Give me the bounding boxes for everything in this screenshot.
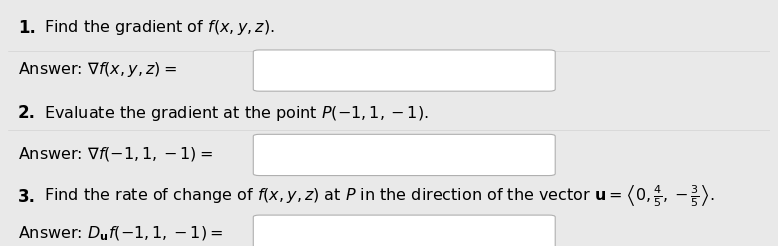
Text: Find the gradient of $f(x, y, z)$.: Find the gradient of $f(x, y, z)$. <box>39 18 275 37</box>
FancyBboxPatch shape <box>254 134 555 176</box>
Text: Evaluate the gradient at the point $P(-1, 1, -1)$.: Evaluate the gradient at the point $P(-1… <box>39 104 429 123</box>
Text: 3.: 3. <box>18 187 36 205</box>
Text: Answer: $\nabla f(x, y, z) =$: Answer: $\nabla f(x, y, z) =$ <box>18 61 177 79</box>
FancyBboxPatch shape <box>254 50 555 91</box>
Text: 1.: 1. <box>18 19 36 37</box>
Text: Answer: $D_{\mathbf{u}} f(-1, 1, -1) =$: Answer: $D_{\mathbf{u}} f(-1, 1, -1) =$ <box>18 225 223 243</box>
Text: 2.: 2. <box>18 104 36 122</box>
Text: Find the rate of change of $f(x, y, z)$ at $P$ in the direction of the vector $\: Find the rate of change of $f(x, y, z)$ … <box>39 184 715 209</box>
Text: Answer: $\nabla f(-1, 1, -1) =$: Answer: $\nabla f(-1, 1, -1) =$ <box>18 145 212 163</box>
FancyBboxPatch shape <box>254 215 555 246</box>
